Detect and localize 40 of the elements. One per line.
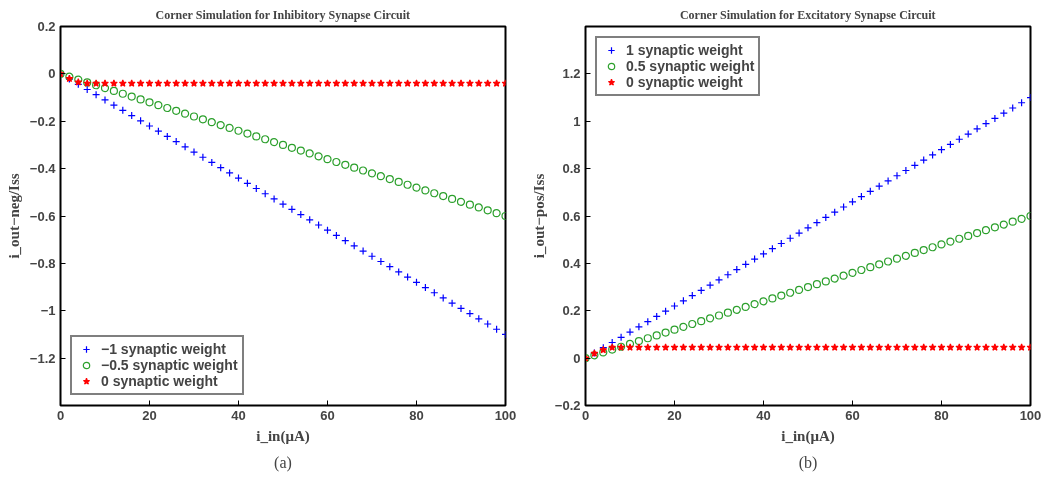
y-tick-label: −1: [40, 303, 56, 319]
y-tick-label: 0: [573, 350, 581, 366]
y-tick-label: 1: [573, 113, 581, 129]
y-axis-title: i_out−pos/Iss: [530, 173, 547, 259]
x-axis-title: i_in(μA): [256, 427, 310, 445]
x-tick-label: 100: [1019, 407, 1042, 423]
x-tick-label: 20: [142, 407, 157, 423]
y-tick-label: 0.2: [37, 19, 56, 34]
legend-label: −0.5 synaptic weight: [101, 357, 238, 373]
legend-label: 0.5 synaptic weight: [626, 58, 755, 74]
x-axis-title: i_in(μA): [781, 427, 835, 445]
y-tick-label: −1.2: [29, 350, 56, 366]
y-axis-title: i_out−neg/Iss: [5, 173, 22, 259]
text: (a): [274, 453, 292, 472]
x-tick-label: 80: [409, 407, 424, 423]
x-tick-label: 20: [667, 407, 682, 423]
y-tick-label: −0.6: [29, 208, 56, 224]
x-tick-label: 40: [756, 407, 771, 423]
x-tick-label: 40: [231, 407, 246, 423]
x-tick-label: 100: [494, 407, 517, 423]
y-tick-label: 0.8: [562, 161, 581, 177]
legend-label: 0 synaptic weight: [101, 373, 218, 389]
chart-title: Corner Simulation for Excitatory Synapse Circuit: [679, 7, 936, 22]
y-tick-label: 1.2: [562, 66, 581, 82]
text: (b): [798, 453, 818, 472]
y-tick-label: −0.4: [29, 161, 57, 177]
y-tick-label: −0.8: [29, 255, 56, 271]
legend-label: 0 synaptic weight: [626, 74, 743, 90]
x-tick-label: 60: [845, 407, 860, 423]
x-tick-label: 80: [934, 407, 949, 423]
y-tick-label: −0.2: [29, 113, 56, 129]
y-tick-label: 0: [48, 66, 56, 82]
y-tick-label: −0.2: [554, 398, 581, 413]
x-tick-label: 60: [320, 407, 335, 423]
y-tick-label: 0.2: [562, 303, 581, 319]
y-tick-label: 0.4: [562, 255, 582, 271]
legend-label: −1 synaptic weight: [101, 341, 226, 357]
y-tick-label: 0.6: [562, 208, 581, 224]
chart-title: Corner Simulation for Inhibitory Synapse Circuit: [155, 7, 410, 22]
legend-label: 1 synaptic weight: [626, 42, 743, 58]
